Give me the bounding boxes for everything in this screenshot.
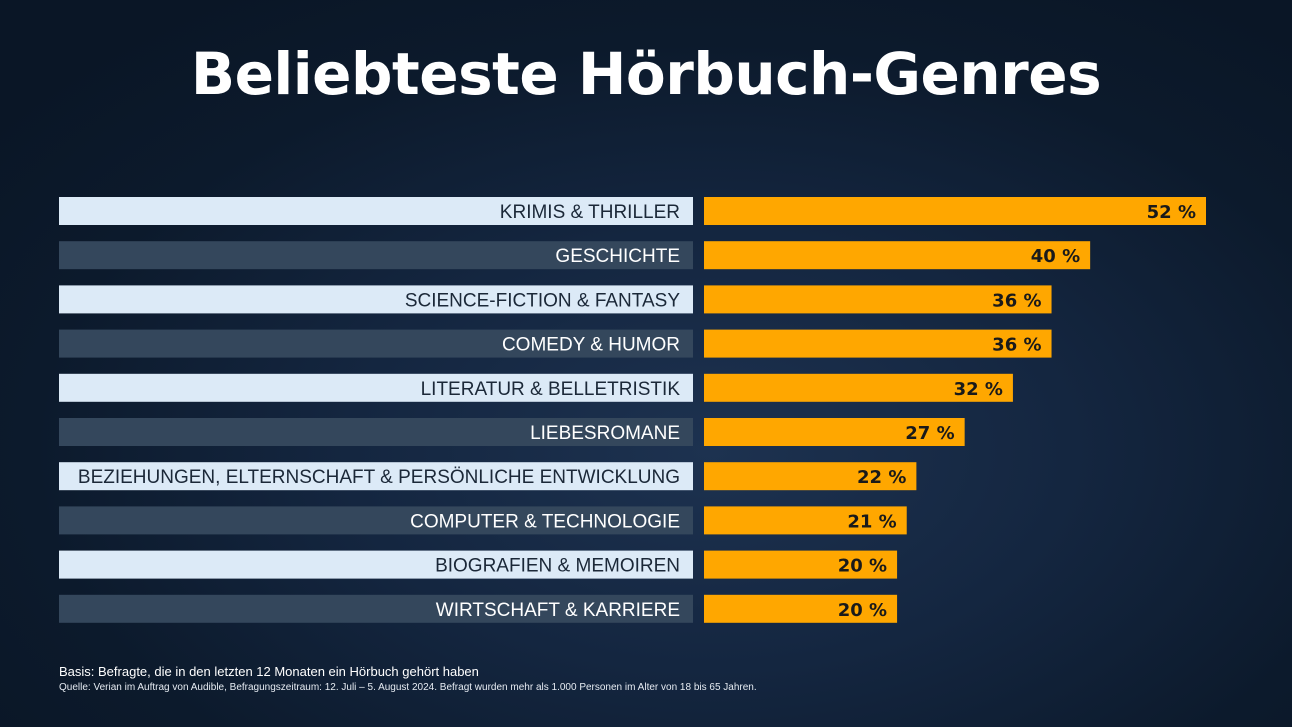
value-bar [704,241,1091,270]
value-label: 20 % [838,600,887,621]
source-note: Quelle: Verian im Auftrag von Audible, B… [59,682,757,693]
bar-row: COMEDY & HUMOR 36 % [59,329,1052,358]
value-label: 22 % [857,467,906,488]
value-bar [704,550,898,579]
bar-row: KRIMIS & THRILLER 52 % [59,197,1206,225]
value-bar [704,462,917,491]
value-label: 32 % [954,379,1003,400]
category-label-box [59,241,693,270]
category-label-box [59,418,693,446]
bar-row: WIRTSCHAFT & KARRIERE 20 % [59,594,898,623]
category-label-box [59,373,693,402]
value-bar [704,329,1052,358]
category-label-box [59,594,693,623]
value-label: 27 % [905,423,954,444]
category-label: GESCHICHTE [555,246,680,267]
category-label: COMEDY & HUMOR [502,335,680,356]
category-label-box [59,462,693,491]
category-label: COMPUTER & TECHNOLOGIE [410,511,680,532]
category-label: LITERATUR & BELLETRISTIK [421,379,681,400]
category-label-box [59,506,693,535]
value-bar [704,197,1206,225]
bar-row: LITERATUR & BELLETRISTIK 32 % [59,373,1013,402]
category-label-box [59,197,693,225]
value-label: 40 % [1031,246,1080,267]
bar-row: BEZIEHUNGEN, ELTERNSCHAFT & PERSÖNLICHE … [59,462,917,491]
category-label: BEZIEHUNGEN, ELTERNSCHAFT & PERSÖNLICHE … [78,467,680,488]
bar-row: LIEBESROMANE 27 % [59,418,965,446]
bar-row: BIOGRAFIEN & MEMOIREN 20 % [59,550,898,579]
chart-title: Beliebteste Hörbuch-Genres [190,40,1102,108]
value-label: 36 % [992,335,1041,356]
value-bar [704,285,1052,314]
value-bar [704,506,907,535]
value-bar [704,594,898,623]
bar-row: GESCHICHTE 40 % [59,241,1091,270]
category-label: BIOGRAFIEN & MEMOIREN [435,556,680,577]
category-label: SCIENCE-FICTION & FANTASY [405,290,681,311]
value-bar [704,418,965,446]
footer: Basis: Befragte, die in den letzten 12 M… [59,663,757,695]
category-label-box [59,285,693,314]
category-label-box [59,329,693,358]
category-label-box [59,550,693,579]
category-label: WIRTSCHAFT & KARRIERE [436,600,680,621]
value-label: 21 % [847,511,896,532]
bar-row: COMPUTER & TECHNOLOGIE 21 % [59,506,907,535]
value-label: 52 % [1147,202,1196,223]
value-label: 20 % [838,556,887,577]
category-label: KRIMIS & THRILLER [500,202,680,223]
basis-note: Basis: Befragte, die in den letzten 12 M… [59,664,479,679]
bar-row: SCIENCE-FICTION & FANTASY 36 % [59,285,1052,314]
category-label: LIEBESROMANE [530,423,680,444]
value-label: 36 % [992,290,1041,311]
value-bar [704,373,1013,402]
